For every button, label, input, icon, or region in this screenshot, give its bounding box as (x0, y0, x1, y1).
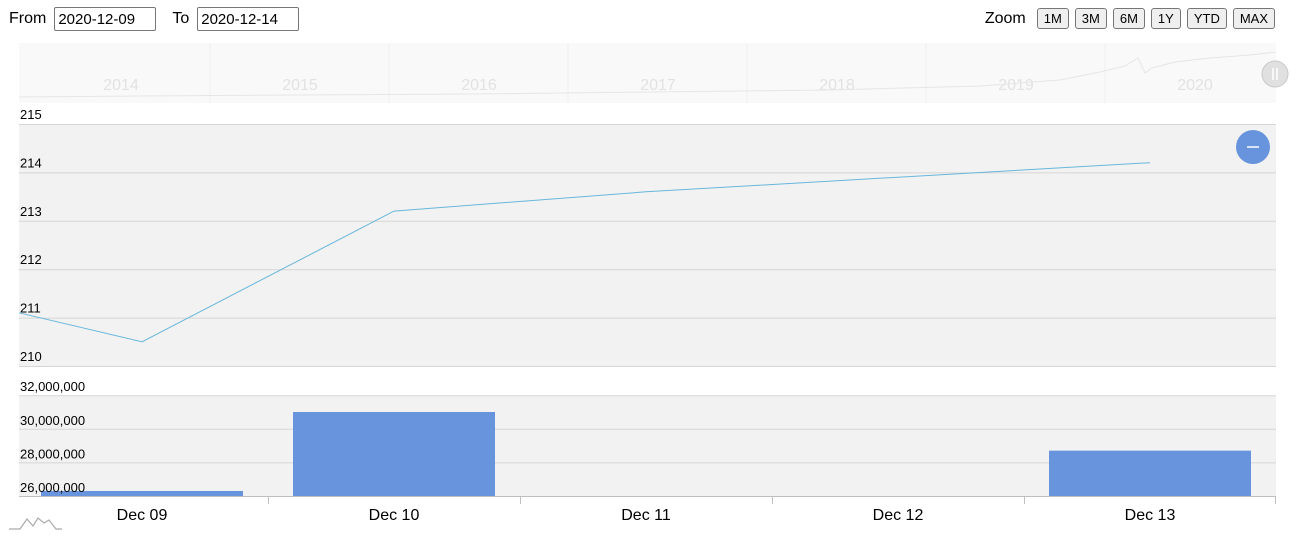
volume-axis: 26,000,000 28,000,000 30,000,000 32,000,000 (20, 379, 85, 495)
from-date-input[interactable] (54, 7, 157, 31)
zoom-3m-button[interactable]: 3M (1074, 8, 1107, 29)
x-axis: Dec 09 Dec 10 Dec 11 Dec 12 Dec 13 (19, 496, 1276, 524)
price-gridlines (19, 124, 1276, 367)
price-tick-label: 210 (20, 349, 42, 364)
zoom-label: Zoom (984, 9, 1026, 27)
volume-bars (41, 412, 1251, 496)
zoom-1y-button[interactable]: 1Y (1150, 8, 1181, 29)
navigator-year-label: 2020 (1177, 77, 1213, 94)
zoom-out-button[interactable] (1236, 130, 1270, 164)
x-tick-label: Dec 13 (1125, 507, 1176, 524)
price-axis: 210 211 212 213 214 215 (20, 107, 42, 364)
navigator-year-label: 2015 (282, 77, 318, 94)
volume-tick-label: 28,000,000 (20, 446, 85, 461)
price-tick-label: 211 (20, 301, 41, 316)
price-tick-label: 212 (20, 252, 42, 267)
zoom-ytd-button[interactable]: YTD (1186, 8, 1227, 29)
price-tick-label: 214 (20, 155, 42, 170)
volume-bar (41, 490, 243, 496)
navigator-year-labels: 2014 2015 2016 2017 2018 2019 2020 (103, 43, 1213, 103)
chart-logo-icon (9, 517, 62, 530)
navigator-year-label: 2017 (640, 77, 676, 94)
volume-panel: 26,000,000 28,000,000 30,000,000 32,000,000 (19, 379, 1276, 497)
price-plot-background (19, 124, 1276, 366)
zoom-6m-button[interactable]: 6M (1112, 8, 1145, 29)
x-tick-label: Dec 11 (621, 507, 671, 524)
zoom-max-button[interactable]: MAX (1232, 8, 1275, 29)
volume-tick-label: 26,000,000 (20, 480, 85, 495)
volume-tick-label: 32,000,000 (20, 379, 85, 394)
navigator[interactable]: 2014 2015 2016 2017 2018 2019 2020 (18, 43, 1289, 103)
volume-bar (1049, 450, 1251, 496)
zoom-1m-button[interactable]: 1M (1036, 8, 1069, 29)
x-tick-label: Dec 10 (369, 507, 420, 524)
navigator-year-label: 2019 (998, 77, 1034, 94)
to-date-input[interactable] (197, 7, 300, 31)
x-tick-label: Dec 09 (117, 507, 168, 524)
volume-tick-label: 30,000,000 (20, 413, 85, 428)
navigator-year-label: 2014 (103, 77, 139, 94)
date-range-selector: From To (9, 7, 315, 31)
to-label: To (172, 10, 190, 27)
navigator-series-line (18, 51, 1277, 98)
navigator-year-label: 2016 (461, 77, 497, 94)
navigator-grip-handle[interactable] (1261, 60, 1289, 88)
navigator-year-label: 2018 (819, 77, 855, 94)
zoom-selector: Zoom 1M 3M 6M 1Y YTD MAX (985, 8, 1275, 29)
price-tick-label: 215 (20, 107, 42, 122)
price-panel: 210 211 212 213 214 215 (18, 107, 1276, 367)
x-tick-label: Dec 12 (873, 507, 924, 524)
price-series-line (18, 162, 1151, 343)
from-label: From (9, 10, 47, 27)
navigator-background (19, 43, 1276, 103)
price-tick-label: 213 (20, 204, 42, 219)
volume-bar (293, 412, 495, 496)
